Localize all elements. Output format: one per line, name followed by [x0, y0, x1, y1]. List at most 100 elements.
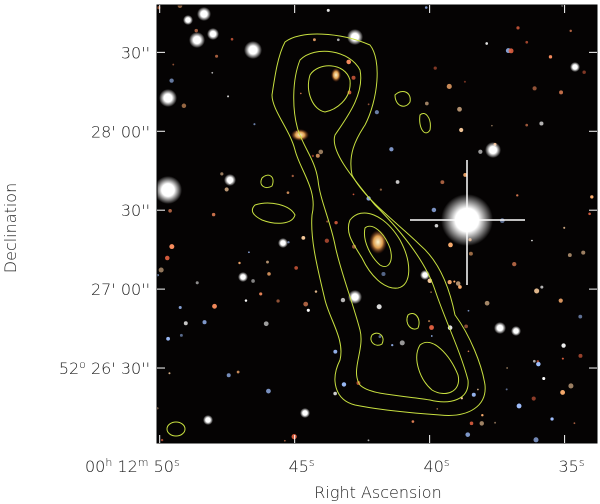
faint-star — [578, 314, 583, 319]
faint-star — [534, 288, 540, 294]
faint-star — [212, 303, 217, 309]
faint-star — [230, 37, 234, 41]
faint-star — [238, 261, 241, 265]
faint-star — [467, 350, 470, 353]
faint-star — [202, 320, 207, 325]
frame — [156, 4, 598, 444]
faint-star — [532, 359, 536, 363]
faint-star — [195, 281, 199, 285]
faint-star — [558, 298, 563, 303]
faint-star — [378, 335, 382, 339]
faint-star — [236, 370, 240, 374]
contour — [416, 341, 460, 394]
faint-star — [367, 103, 370, 106]
contour — [347, 212, 410, 289]
faint-star — [424, 101, 429, 106]
star — [300, 408, 310, 418]
y-tick-label: 30'' — [121, 201, 150, 220]
faint-star — [301, 235, 306, 240]
faint-star — [478, 149, 483, 154]
faint-star — [429, 325, 434, 330]
faint-star — [578, 353, 583, 358]
contour — [260, 174, 274, 189]
faint-star — [433, 66, 437, 70]
faint-star — [516, 403, 522, 409]
faint-star — [294, 266, 298, 270]
contour — [308, 65, 351, 113]
faint-star — [532, 86, 537, 91]
faint-star — [540, 285, 544, 289]
faint-star — [525, 40, 529, 44]
faint-star — [505, 388, 508, 391]
y-tick-label: 28' 00'' — [91, 122, 150, 141]
faint-star — [391, 343, 394, 347]
faint-star — [512, 261, 517, 267]
faint-star — [590, 195, 594, 199]
faint-star — [569, 29, 572, 33]
faint-star — [183, 321, 188, 326]
x-tick-label: 00h 12m 50s — [85, 456, 180, 477]
faint-star — [476, 388, 479, 391]
faint-star — [166, 336, 170, 341]
faint-star — [286, 191, 290, 195]
faint-star — [542, 376, 546, 381]
faint-star — [220, 172, 224, 176]
faint-star — [424, 6, 428, 9]
faint-star — [563, 226, 566, 229]
faint-star — [447, 280, 452, 285]
faint-star — [334, 220, 338, 225]
star — [347, 29, 363, 45]
contour — [419, 113, 431, 134]
faint-star — [313, 38, 316, 42]
faint-star — [440, 180, 445, 185]
faint-star — [158, 267, 164, 273]
faint-star — [455, 281, 461, 286]
faint-star — [168, 372, 171, 375]
faint-star — [251, 279, 255, 283]
faint-star — [463, 80, 466, 83]
faint-star — [431, 207, 437, 213]
axes: 00h 12m 50s 45s 40s 35s 30'' 28' 00'' 30'' 27' … — [59, 5, 597, 476]
faint-star — [469, 421, 474, 426]
faint-star — [315, 153, 320, 158]
faint-star — [582, 70, 586, 74]
faint-star — [276, 299, 280, 303]
faint-star — [411, 420, 415, 423]
contour — [293, 50, 469, 403]
galaxy — [369, 230, 387, 254]
faint-star — [588, 212, 591, 216]
x-axis-label: Right Ascension — [314, 483, 441, 502]
faint-star — [448, 242, 453, 248]
faint-star — [215, 54, 219, 58]
faint-star — [341, 382, 347, 387]
faint-star — [248, 251, 250, 254]
faint-star — [326, 220, 329, 223]
faint-star — [463, 173, 468, 177]
star — [238, 272, 248, 282]
faint-star — [559, 90, 564, 95]
faint-star — [531, 396, 536, 401]
faint-star — [560, 390, 566, 395]
faint-star — [389, 147, 394, 152]
faint-star — [430, 335, 433, 337]
contour — [406, 313, 420, 330]
faint-star — [267, 272, 271, 276]
star — [157, 176, 182, 204]
contours — [166, 33, 486, 437]
faint-star — [491, 124, 493, 127]
star — [207, 28, 219, 40]
faint-star — [311, 154, 315, 158]
faint-star — [259, 292, 263, 296]
faint-star — [165, 255, 170, 261]
faint-star — [178, 305, 182, 310]
star — [244, 41, 262, 59]
bright-stars — [157, 7, 580, 425]
faint-star — [516, 194, 519, 197]
faint-star — [169, 78, 174, 83]
faint-star — [306, 308, 310, 312]
faint-star — [263, 321, 269, 327]
faint-star — [326, 8, 330, 12]
faint-star — [539, 121, 544, 126]
star — [189, 32, 205, 48]
